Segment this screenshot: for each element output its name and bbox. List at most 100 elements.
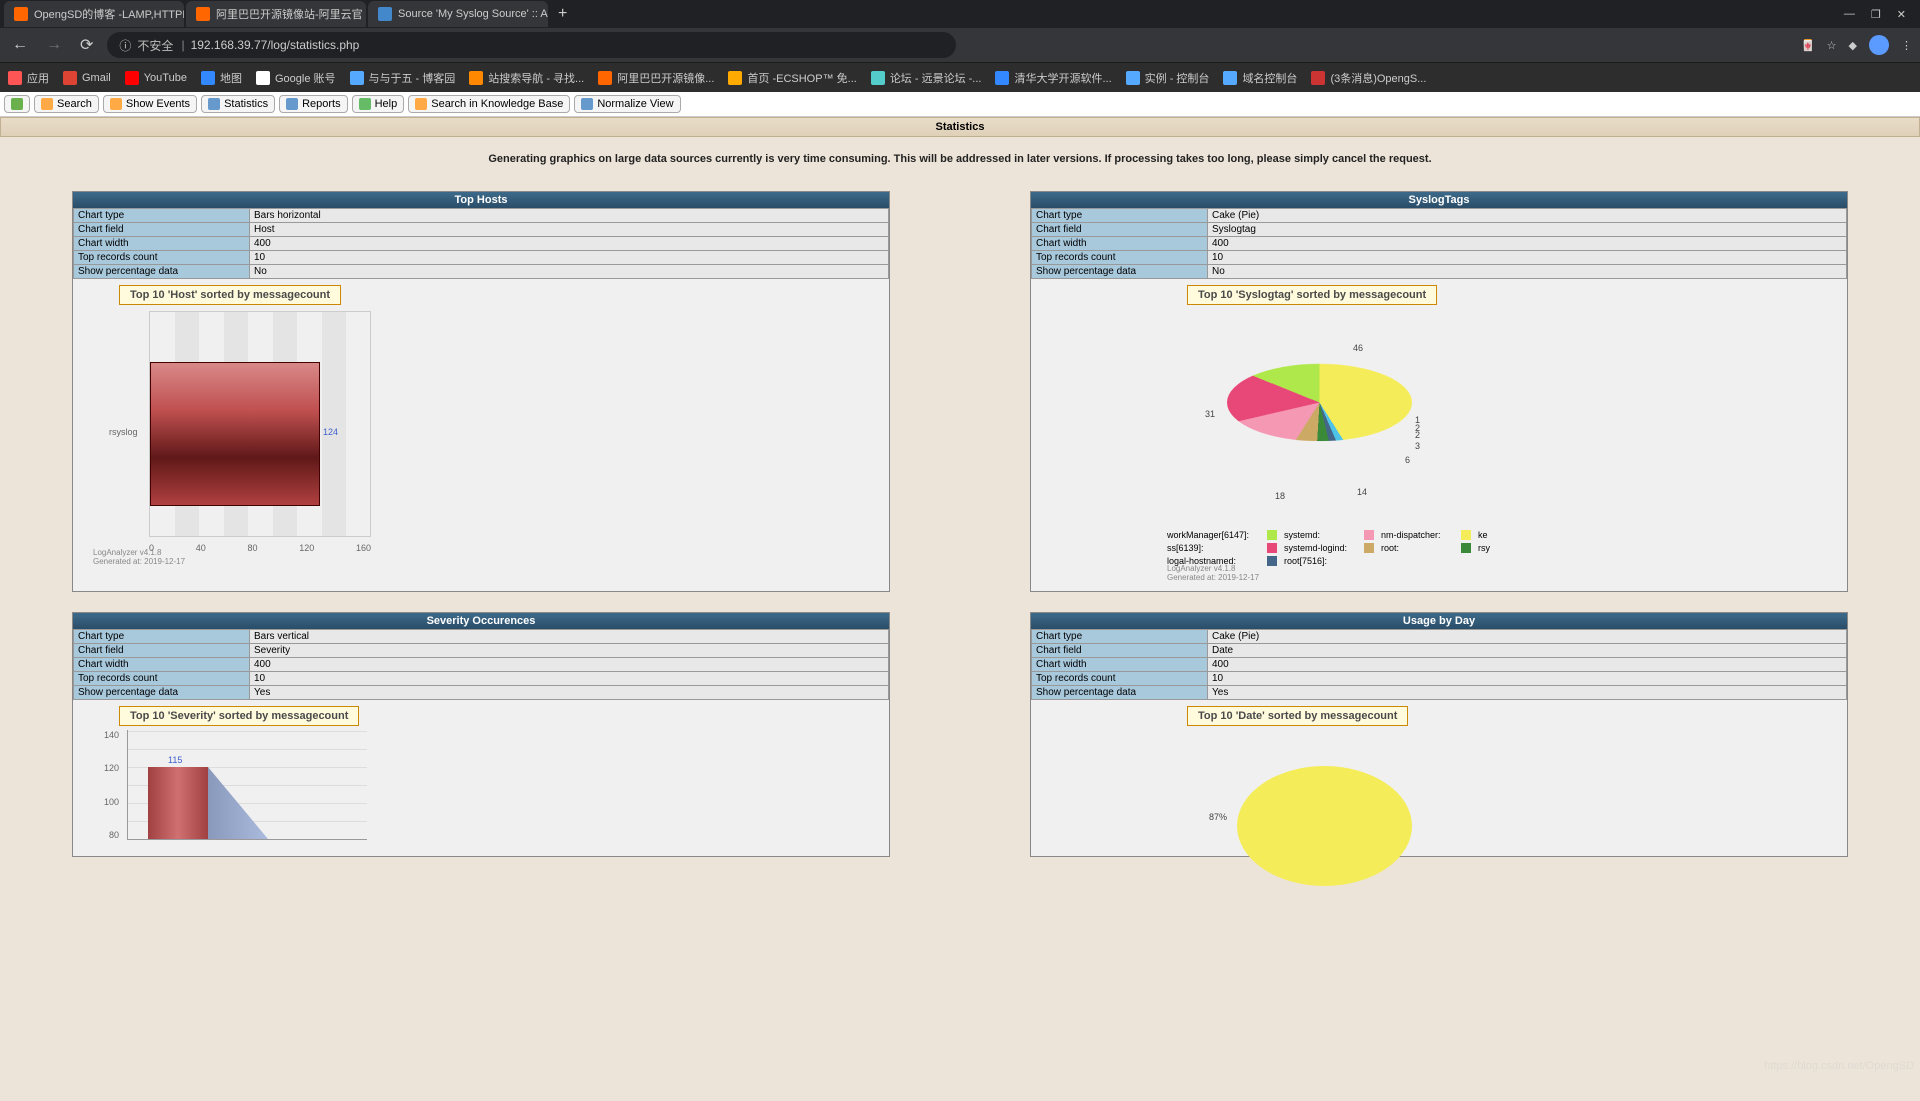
bookmarks-bar: 应用 Gmail YouTube 地图 Google 账号与与于五 - 博客园 站搜索导航… bbox=[0, 62, 1920, 92]
search-button[interactable]: Search bbox=[34, 95, 99, 113]
new-tab-button[interactable]: + bbox=[550, 5, 575, 23]
pie-legend: workManager[6147]: systemd: nm-dispatche… bbox=[1167, 530, 1518, 566]
tab-favicon bbox=[14, 7, 28, 21]
minimize-button[interactable]: — bbox=[1844, 8, 1855, 21]
show-events-button[interactable]: Show Events bbox=[103, 95, 197, 113]
legend-label: systemd-logind: bbox=[1284, 543, 1359, 553]
bookmark-item[interactable]: YouTube bbox=[125, 71, 187, 85]
button-label: Search bbox=[57, 98, 92, 110]
bookmark-icon bbox=[8, 71, 22, 85]
bookmark-item[interactable]: 与与于五 - 博客园 bbox=[350, 70, 456, 86]
help-button[interactable]: Help bbox=[352, 95, 405, 113]
maximize-button[interactable]: ❐ bbox=[1871, 8, 1881, 21]
bookmark-label: 应用 bbox=[27, 70, 49, 86]
browser-tab-0[interactable]: OpengSD的博客 -LAMP,HTTPD× bbox=[4, 1, 184, 27]
bookmark-label: Gmail bbox=[82, 72, 111, 84]
bookmark-icon bbox=[350, 71, 364, 85]
star-icon[interactable]: ☆ bbox=[1827, 39, 1837, 52]
tab-favicon bbox=[196, 7, 210, 21]
browser-tab-2[interactable]: Source 'My Syslog Source' :: A× bbox=[368, 1, 548, 27]
panel-meta-table: Chart typeCake (Pie) Chart fieldDate Cha… bbox=[1031, 629, 1847, 700]
bookmark-item[interactable]: Gmail bbox=[63, 71, 111, 85]
usage-pie-chart: 87% bbox=[1037, 726, 1841, 836]
button-label: Show Events bbox=[126, 98, 190, 110]
avatar[interactable] bbox=[1869, 35, 1889, 55]
bookmark-item[interactable]: 域名控制台 bbox=[1223, 70, 1297, 86]
forward-button[interactable]: → bbox=[42, 36, 66, 54]
bookmark-label: YouTube bbox=[144, 72, 187, 84]
bookmark-icon bbox=[63, 71, 77, 85]
pie-slice-label: 31 bbox=[1205, 409, 1215, 419]
button-icon bbox=[359, 98, 371, 110]
statistics-button[interactable]: Statistics bbox=[201, 95, 275, 113]
button-icon bbox=[41, 98, 53, 110]
panel-meta-table: Chart typeBars vertical Chart fieldSever… bbox=[73, 629, 889, 700]
bookmark-item[interactable]: 论坛 - 远景论坛 -... bbox=[871, 70, 982, 86]
pie-slice-label: 3 bbox=[1415, 441, 1420, 451]
search-in-knowledge-base-button[interactable]: Search in Knowledge Base bbox=[408, 95, 570, 113]
tab-strip: OpengSD的博客 -LAMP,HTTPD× 阿里巴巴开源镜像站-阿里云官× … bbox=[0, 0, 1920, 28]
url-bar[interactable]: ⓘ 不安全 | 192.168.39.77/log/statistics.php bbox=[107, 32, 956, 58]
reports-button[interactable]: Reports bbox=[279, 95, 348, 113]
bookmark-label: 清华大学开源软件... bbox=[1014, 70, 1111, 86]
bookmark-item[interactable]: 阿里巴巴开源镜像... bbox=[598, 70, 714, 86]
pie-graphic bbox=[1227, 364, 1412, 441]
button-label: Help bbox=[375, 98, 398, 110]
back-button[interactable]: ← bbox=[8, 36, 32, 54]
bookmark-label: 域名控制台 bbox=[1242, 70, 1297, 86]
app-toolbar: Search Show Events Statistics Reports Help Se… bbox=[0, 92, 1920, 117]
button-label: Search in Knowledge Base bbox=[431, 98, 563, 110]
watermark: https://blog.csdn.net/OpengSD bbox=[1764, 1060, 1914, 1072]
bookmark-icon bbox=[125, 71, 139, 85]
info-icon[interactable]: ⓘ bbox=[119, 37, 131, 54]
bookmark-item[interactable]: 首页 -ECSHOP™ 免... bbox=[728, 70, 856, 86]
bookmark-item[interactable]: 地图 bbox=[201, 70, 242, 86]
bookmark-item[interactable]: 站搜索导航 - 寻找... bbox=[469, 70, 584, 86]
hbar-chart: rsyslog 124 04080120160 LogAnalyzer v4.1… bbox=[89, 309, 873, 569]
normalize-view-button[interactable]: Normalize View bbox=[574, 95, 680, 113]
pie-slice-label: 46 bbox=[1353, 343, 1363, 353]
vbar-chart: 14012010080 115 bbox=[79, 730, 883, 850]
y-tick: 140 bbox=[95, 730, 119, 740]
legend-swatch bbox=[1461, 543, 1471, 553]
reload-button[interactable]: ⟳ bbox=[76, 35, 97, 55]
pie-label: 87% bbox=[1209, 812, 1227, 822]
tab-title: OpengSD的博客 -LAMP,HTTPD bbox=[34, 6, 184, 22]
bookmark-item[interactable]: (3条消息)OpengS... bbox=[1311, 70, 1426, 86]
legend-label: workManager[6147]: bbox=[1167, 530, 1262, 540]
bookmark-item[interactable]: 清华大学开源软件... bbox=[995, 70, 1111, 86]
hbar-value: 124 bbox=[323, 427, 338, 437]
bookmark-item[interactable]: Google 账号 bbox=[256, 70, 336, 86]
hbar-label: rsyslog bbox=[109, 427, 138, 437]
translate-icon[interactable]: 🀄 bbox=[1801, 39, 1815, 52]
browser-tab-1[interactable]: 阿里巴巴开源镜像站-阿里云官× bbox=[186, 1, 366, 27]
y-tick: 100 bbox=[95, 797, 119, 807]
close-button[interactable]: ✕ bbox=[1897, 8, 1906, 21]
panel-syslogtags: SyslogTags Chart typeCake (Pie) Chart fi… bbox=[1030, 191, 1848, 592]
button-label: Statistics bbox=[224, 98, 268, 110]
bookmark-item[interactable]: 实例 - 控制台 bbox=[1126, 70, 1210, 86]
pie-chart: workManager[6147]: systemd: nm-dispatche… bbox=[1037, 305, 1841, 585]
extension-icon[interactable]: ◆ bbox=[1849, 39, 1857, 52]
url-security-label: 不安全 bbox=[137, 37, 173, 54]
bookmark-label: 首页 -ECSHOP™ 免... bbox=[747, 70, 856, 86]
button-icon bbox=[11, 98, 23, 110]
bookmark-label: 站搜索导航 - 寻找... bbox=[488, 70, 584, 86]
bookmark-item[interactable]: 应用 bbox=[8, 70, 49, 86]
bookmark-label: (3条消息)OpengS... bbox=[1330, 70, 1426, 86]
menu-icon[interactable]: ⋮ bbox=[1901, 39, 1912, 52]
info-message: Generating graphics on large data source… bbox=[0, 137, 1920, 181]
home-button[interactable] bbox=[4, 95, 30, 113]
pie-graphic bbox=[1237, 766, 1412, 886]
legend-swatch bbox=[1461, 556, 1471, 566]
panel-title: Usage by Day bbox=[1031, 613, 1847, 629]
panel-severity: Severity Occurences Chart typeBars verti… bbox=[72, 612, 890, 857]
panel-meta-table: Chart typeCake (Pie) Chart fieldSyslogta… bbox=[1031, 208, 1847, 279]
bookmark-label: Google 账号 bbox=[275, 70, 336, 86]
vbar-value: 115 bbox=[168, 755, 182, 765]
y-axis: 14012010080 bbox=[95, 730, 119, 840]
bookmark-label: 论坛 - 远景论坛 -... bbox=[890, 70, 982, 86]
pie-slice-label: 18 bbox=[1275, 491, 1285, 501]
chart-footer: LogAnalyzer v4.1.8 Generated at: 2019-12… bbox=[93, 548, 185, 567]
legend-swatch bbox=[1461, 530, 1471, 540]
